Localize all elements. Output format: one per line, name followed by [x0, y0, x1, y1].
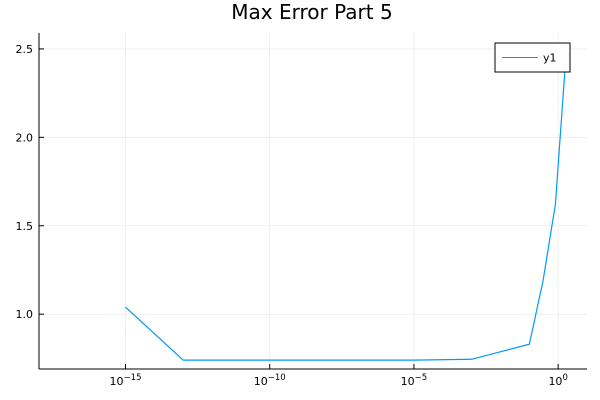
y-tick-label: 2.0: [16, 131, 34, 144]
x-axis-ticks: 10−15 10−10 10−5 100: [110, 364, 568, 388]
series-layer: [125, 43, 568, 361]
legend: y1: [494, 42, 571, 73]
x-tick-label: 10−15: [110, 373, 142, 388]
x-tick-label: 10−5: [401, 373, 428, 388]
series-line-y1: [125, 43, 568, 361]
chart-title: Max Error Part 5: [231, 0, 392, 24]
grid-lines: [39, 33, 587, 369]
axes: [38, 33, 587, 370]
y-tick-label: 1.5: [16, 220, 34, 233]
y-axis-ticks: 1.0 1.5 2.0 2.5: [16, 43, 44, 321]
x-tick-label: 10−10: [254, 373, 286, 388]
y-tick-label: 2.5: [16, 43, 34, 56]
legend-label-y1: y1: [543, 52, 557, 65]
x-tick-label: 100: [548, 373, 567, 388]
y-tick-label: 1.0: [16, 308, 34, 321]
